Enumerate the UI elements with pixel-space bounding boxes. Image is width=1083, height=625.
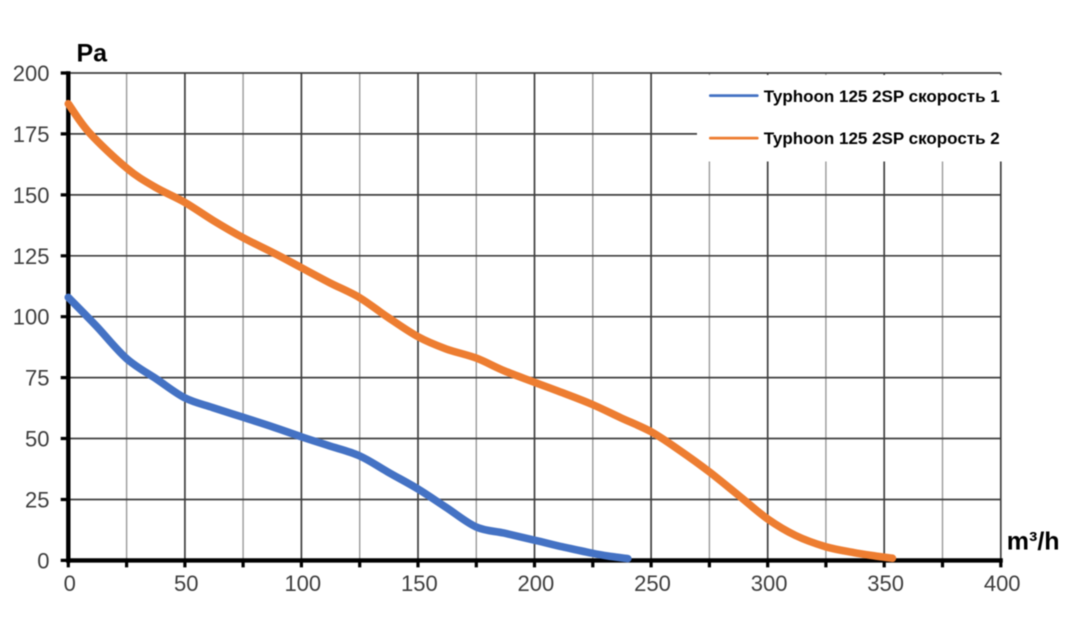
- svg-text:0: 0: [37, 548, 49, 573]
- svg-text:250: 250: [634, 571, 671, 596]
- svg-text:25: 25: [25, 488, 49, 513]
- svg-text:200: 200: [13, 61, 50, 86]
- svg-text:0: 0: [64, 571, 76, 596]
- svg-text:300: 300: [751, 571, 788, 596]
- svg-text:50: 50: [25, 427, 49, 452]
- svg-text:150: 150: [13, 183, 50, 208]
- svg-text:75: 75: [25, 366, 49, 391]
- svg-text:Typhoon 125 2SP скорость 2: Typhoon 125 2SP скорость 2: [764, 129, 1000, 148]
- svg-text:175: 175: [13, 122, 50, 147]
- svg-text:150: 150: [401, 571, 438, 596]
- svg-text:200: 200: [518, 571, 555, 596]
- svg-text:100: 100: [284, 571, 321, 596]
- svg-text:50: 50: [174, 571, 198, 596]
- svg-text:m³/h: m³/h: [1007, 528, 1060, 556]
- svg-text:Typhoon 125 2SP скорость 1: Typhoon 125 2SP скорость 1: [764, 87, 1000, 106]
- svg-text:400: 400: [984, 571, 1021, 596]
- svg-text:350: 350: [867, 571, 904, 596]
- svg-text:125: 125: [13, 244, 50, 269]
- svg-text:100: 100: [13, 305, 50, 330]
- svg-text:Pa: Pa: [77, 40, 109, 68]
